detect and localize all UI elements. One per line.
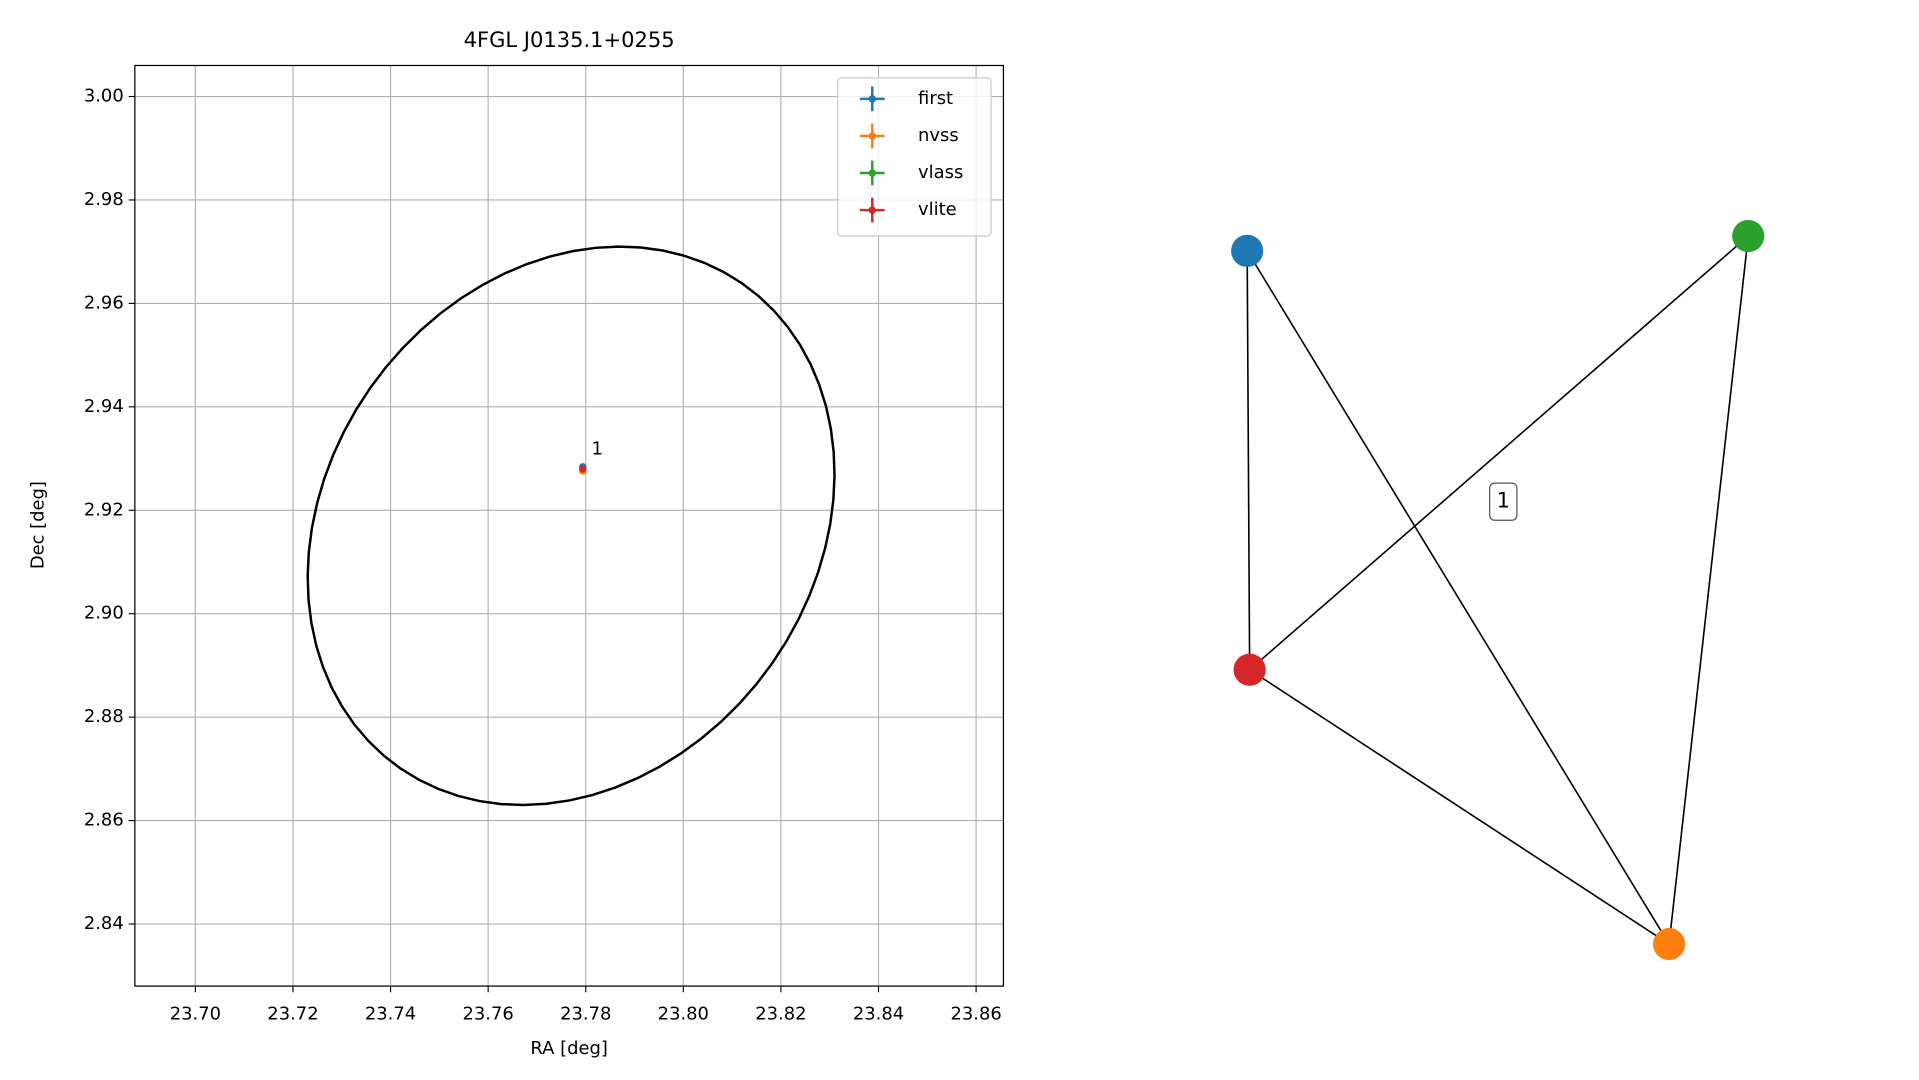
error-ellipse bbox=[306, 245, 836, 807]
y-tick-label: 2.92 bbox=[84, 499, 124, 520]
y-tick-label: 2.84 bbox=[84, 913, 124, 934]
legend-marker bbox=[868, 169, 876, 177]
node bbox=[1732, 219, 1765, 253]
y-tick-label: 2.90 bbox=[84, 603, 124, 624]
y-tick-label: 2.94 bbox=[84, 396, 124, 417]
chart-title: 4FGL J0135.1+0255 bbox=[464, 27, 675, 52]
y-tick-label: 2.98 bbox=[84, 189, 124, 210]
y-tick-label: 2.96 bbox=[84, 292, 124, 313]
y-tick-label: 3.00 bbox=[84, 86, 124, 107]
x-tick-label: 23.84 bbox=[853, 1004, 904, 1025]
x-tick-label: 23.72 bbox=[267, 1004, 318, 1025]
edge bbox=[1668, 235, 1750, 945]
x-tick-label: 23.74 bbox=[365, 1004, 416, 1025]
edge bbox=[1246, 250, 1251, 670]
y-tick-label: 2.86 bbox=[84, 810, 124, 831]
graph-label: 1 bbox=[1497, 488, 1510, 513]
y-axis-label: Dec [deg] bbox=[27, 481, 48, 569]
x-tick-label: 23.86 bbox=[950, 1004, 1001, 1025]
x-tick-label: 23.80 bbox=[658, 1004, 709, 1025]
node bbox=[1233, 653, 1266, 686]
legend-label: first bbox=[918, 88, 953, 109]
legend-marker bbox=[868, 206, 876, 214]
x-axis-label: RA [deg] bbox=[530, 1038, 607, 1059]
edge bbox=[1249, 235, 1749, 671]
legend-label: vlass bbox=[918, 162, 963, 183]
x-tick-label: 23.82 bbox=[755, 1004, 806, 1025]
legend-frame bbox=[837, 77, 992, 237]
x-tick-label: 23.76 bbox=[462, 1004, 513, 1025]
plot-frame bbox=[134, 64, 1005, 987]
legend-marker bbox=[868, 132, 876, 140]
legend-marker bbox=[868, 95, 876, 103]
y-tick-label: 2.88 bbox=[84, 706, 124, 727]
legend-label: vlite bbox=[918, 199, 957, 220]
x-tick-label: 23.78 bbox=[560, 1004, 611, 1025]
label-box bbox=[1489, 482, 1518, 521]
data-point bbox=[579, 465, 587, 473]
node bbox=[1231, 234, 1264, 267]
point-annotation: 1 bbox=[591, 439, 602, 460]
x-tick-label: 23.70 bbox=[170, 1004, 221, 1025]
node bbox=[1652, 928, 1686, 961]
edge bbox=[1249, 669, 1670, 945]
edge bbox=[1246, 250, 1670, 945]
legend-label: nvss bbox=[918, 125, 959, 146]
